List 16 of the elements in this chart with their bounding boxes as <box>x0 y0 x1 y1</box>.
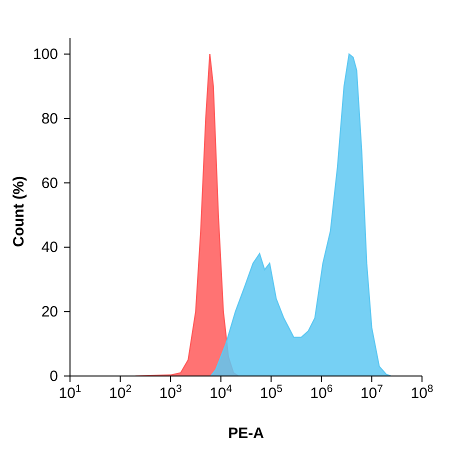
x-tick-label: 10$^{6}$ <box>310 383 333 402</box>
x-tick-label: 10$^{7}$ <box>360 383 384 402</box>
y-tick-label: 100 <box>32 46 58 64</box>
x-tick-label: 10$^{2}$ <box>109 383 132 402</box>
y-tick-label: 40 <box>41 239 58 256</box>
y-tick-label: 60 <box>41 174 58 192</box>
x-tick-label: 10$^{1}$ <box>58 383 82 402</box>
y-tick-label: 20 <box>41 304 58 321</box>
x-tick-label: 10$^{3}$ <box>159 383 182 402</box>
x-tick-label: 10$^{4}$ <box>210 383 232 402</box>
y-axis-title: Count (%) <box>10 176 28 247</box>
x-axis-title: PE-A <box>228 425 264 442</box>
x-tick-label: 10$^{5}$ <box>260 383 283 402</box>
y-tick-label: 80 <box>41 110 58 128</box>
y-tick-label: 0 <box>50 368 58 385</box>
x-tick-label: 10$^{8}$ <box>410 383 434 402</box>
